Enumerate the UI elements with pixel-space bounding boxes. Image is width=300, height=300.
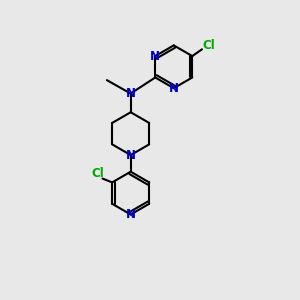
Text: N: N — [126, 148, 136, 162]
Text: N: N — [150, 50, 160, 63]
Text: Cl: Cl — [91, 167, 104, 180]
Text: N: N — [126, 208, 136, 221]
Text: N: N — [126, 87, 136, 100]
Text: Cl: Cl — [202, 39, 215, 52]
Text: N: N — [169, 82, 179, 95]
